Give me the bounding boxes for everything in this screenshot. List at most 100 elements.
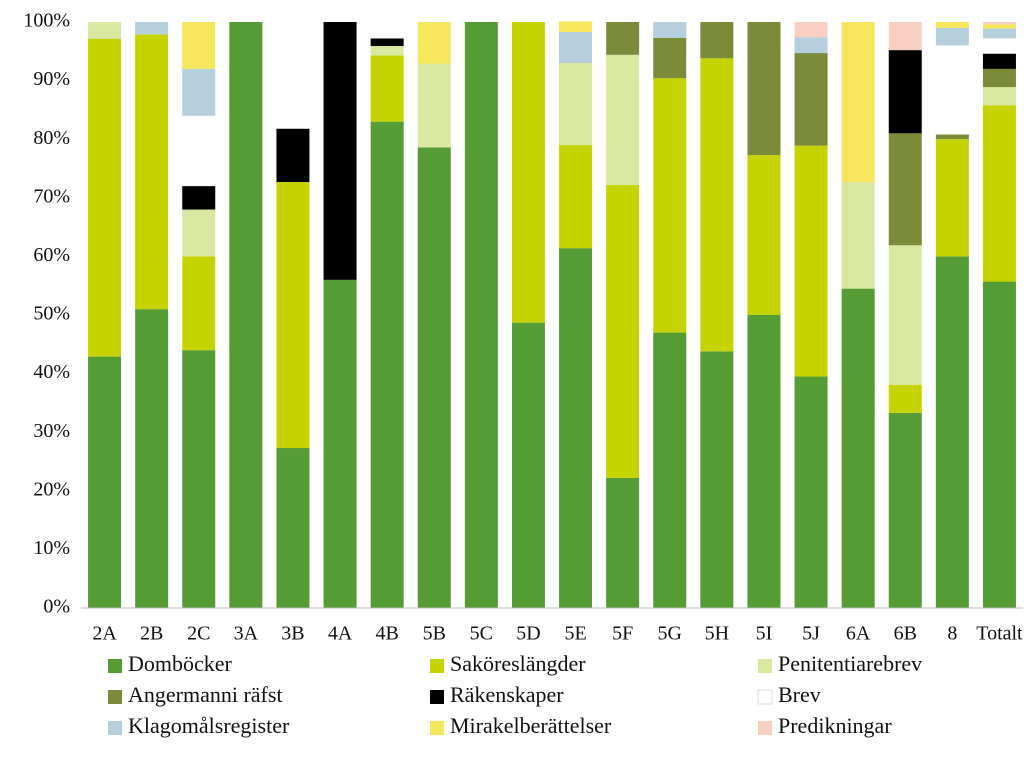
bar-segment bbox=[747, 22, 781, 156]
y-tick-label: 60% bbox=[33, 244, 70, 266]
legend-swatch bbox=[108, 690, 122, 704]
x-tick-label: 5H bbox=[705, 623, 729, 645]
y-tick-label: 20% bbox=[33, 478, 70, 500]
bar-segment bbox=[606, 184, 640, 478]
bar-segment bbox=[982, 24, 1016, 29]
bar-segment bbox=[511, 22, 545, 323]
bar-segment bbox=[888, 133, 922, 246]
bar-segment bbox=[135, 22, 169, 35]
legend-swatch bbox=[430, 659, 444, 673]
bar-segment bbox=[417, 147, 451, 609]
x-tick-label: 5E bbox=[564, 623, 586, 645]
y-tick-label: 70% bbox=[33, 185, 70, 207]
legend-label: Predikningar bbox=[778, 713, 892, 738]
bar-segment bbox=[182, 22, 216, 69]
bar-segment bbox=[276, 181, 310, 449]
bar-segment bbox=[606, 54, 640, 185]
legend-label: Saköreslängder bbox=[450, 651, 586, 676]
bar-segment bbox=[982, 68, 1016, 88]
bar-segment bbox=[700, 22, 734, 59]
bar-segment bbox=[88, 356, 122, 608]
bar-segment bbox=[182, 209, 216, 257]
x-tick-label: 5F bbox=[612, 623, 633, 645]
bar-segment bbox=[276, 128, 310, 182]
bar-segment bbox=[888, 384, 922, 413]
legend-label: Domböcker bbox=[128, 651, 233, 676]
bar-segment bbox=[747, 315, 781, 608]
bar-segment bbox=[841, 22, 875, 182]
bar-segment bbox=[982, 28, 1016, 39]
y-tick-label: 10% bbox=[33, 537, 70, 559]
bar-segment bbox=[982, 38, 1016, 54]
bar-segment bbox=[559, 248, 593, 609]
bar-segment bbox=[511, 322, 545, 608]
bar-segment bbox=[794, 37, 828, 54]
x-tick-label: 5C bbox=[470, 623, 493, 645]
bar-segment bbox=[182, 186, 216, 210]
legend-swatch bbox=[108, 721, 122, 735]
legend-swatch bbox=[757, 689, 773, 705]
bar-segment bbox=[559, 31, 593, 64]
bar-segment bbox=[559, 63, 593, 146]
bar-segment bbox=[417, 63, 451, 148]
bar-segment bbox=[935, 22, 969, 28]
y-tick-label: 90% bbox=[33, 68, 70, 90]
bar-segment bbox=[700, 351, 734, 608]
x-tick-label: 6A bbox=[846, 623, 871, 645]
bar-segment bbox=[135, 309, 169, 608]
x-tick-label: 4B bbox=[375, 623, 398, 645]
bar-segment bbox=[135, 34, 169, 310]
bar-segment bbox=[464, 22, 498, 608]
bar-segment bbox=[700, 58, 734, 352]
bar-segment bbox=[88, 22, 122, 39]
bar-segment bbox=[559, 145, 593, 249]
x-tick-label: 3A bbox=[234, 623, 259, 645]
y-tick-label: 100% bbox=[23, 10, 70, 32]
bar-segment bbox=[794, 22, 828, 38]
bar-segment bbox=[370, 38, 404, 47]
x-tick-label: 8 bbox=[947, 623, 957, 645]
bar-segment bbox=[229, 22, 263, 608]
legend-label: Brev bbox=[778, 682, 821, 707]
bar-segment bbox=[88, 38, 122, 357]
bar-segment bbox=[370, 46, 404, 56]
bar-segment bbox=[182, 68, 216, 116]
bar-segment bbox=[653, 37, 687, 79]
bar-segment bbox=[653, 22, 687, 38]
x-tick-label: 3B bbox=[281, 623, 304, 645]
x-tick-label: 5B bbox=[423, 623, 446, 645]
x-tick-label: 5I bbox=[756, 623, 773, 645]
legend-swatch bbox=[758, 659, 772, 673]
bar-segment bbox=[276, 22, 310, 129]
bar-segment bbox=[370, 55, 404, 122]
bar-segment bbox=[888, 412, 922, 608]
y-tick-label: 30% bbox=[33, 420, 70, 442]
bar-segment bbox=[841, 288, 875, 608]
legend-swatch bbox=[758, 721, 772, 735]
y-tick-label: 50% bbox=[33, 303, 70, 325]
bar-segment bbox=[323, 279, 357, 608]
bar-segment bbox=[182, 115, 216, 187]
x-tick-label: 2B bbox=[140, 623, 163, 645]
legend-swatch bbox=[108, 659, 122, 673]
bar-segment bbox=[276, 448, 310, 608]
bar-segment bbox=[794, 53, 828, 146]
x-tick-label: Totalt bbox=[976, 623, 1023, 645]
bar-segment bbox=[935, 27, 969, 46]
x-tick-label: 5D bbox=[516, 623, 540, 645]
legend-label: Räkenskaper bbox=[450, 682, 564, 707]
bar-segment bbox=[935, 256, 969, 608]
bar-segment bbox=[935, 139, 969, 257]
y-tick-label: 80% bbox=[33, 127, 70, 149]
bar-segment bbox=[417, 22, 451, 64]
bar-segment bbox=[982, 53, 1016, 69]
bar-segment bbox=[559, 21, 593, 32]
bar-segment bbox=[888, 22, 922, 51]
bar-segment bbox=[794, 145, 828, 377]
bar-segment bbox=[323, 22, 357, 280]
bar-segment bbox=[182, 350, 216, 608]
bar-segment bbox=[370, 22, 404, 39]
x-tick-label: 5J bbox=[802, 623, 820, 645]
x-tick-label: 2C bbox=[187, 623, 210, 645]
